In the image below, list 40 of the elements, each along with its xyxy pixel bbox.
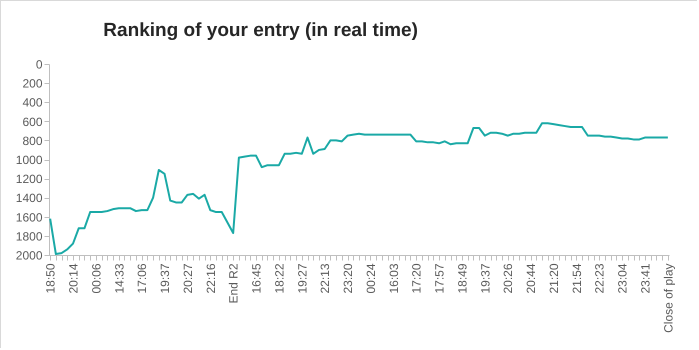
y-tick-label: 2000 [16,248,43,262]
x-tick-label: 18:50 [44,263,58,294]
x-tick-label: 22:16 [204,263,218,294]
x-tick-label: Close of play [661,264,676,333]
x-tick-label: 18:22 [272,263,286,294]
x-tick-label: 14:33 [112,263,126,294]
x-tick-label: 21:20 [546,263,561,294]
x-tick-label: 23:20 [341,263,356,294]
x-tick-label: 20:26 [501,263,516,294]
y-tick-label: 1400 [16,191,43,206]
x-tick-label: 23:04 [616,263,630,294]
x-tick-label: 19:37 [158,263,172,294]
x-tick-label: 22:23 [592,263,607,294]
y-tick-label: 1600 [16,210,43,224]
x-tick-label: End R2 [226,263,241,304]
y-tick-label: 800 [22,134,43,148]
x-tick-label: 20:14 [66,263,81,294]
y-tick-label: 400 [22,96,43,110]
x-tick-label: 17:06 [135,263,150,294]
y-tick-label: 600 [22,114,43,129]
chart-title: Ranking of your entry (in real time) [103,20,418,41]
y-tick-label: 1800 [16,229,43,244]
x-tick-label: 19:37 [478,263,492,294]
x-tick-label: 16:45 [250,263,264,294]
x-tick-label: 00:06 [89,263,104,294]
y-tick-label: 0 [36,58,43,72]
x-tick-label: 16:03 [386,263,401,294]
x-tick-label: 19:27 [295,263,310,294]
x-tick-label: 17:57 [432,263,447,294]
x-tick-label: 21:54 [570,263,584,294]
x-tick-label: 17:20 [410,263,424,294]
y-tick-label: 200 [22,76,43,91]
x-tick-label: 20:44 [524,263,538,294]
y-tick-label: 1200 [16,172,43,186]
x-tick-label: 00:24 [364,263,378,294]
y-tick-label: 1000 [16,153,43,167]
x-tick-label: 18:49 [455,263,470,294]
x-tick-label: 23:41 [638,263,652,294]
x-tick-label: 20:27 [180,263,195,294]
x-tick-label: 22:13 [318,263,332,294]
